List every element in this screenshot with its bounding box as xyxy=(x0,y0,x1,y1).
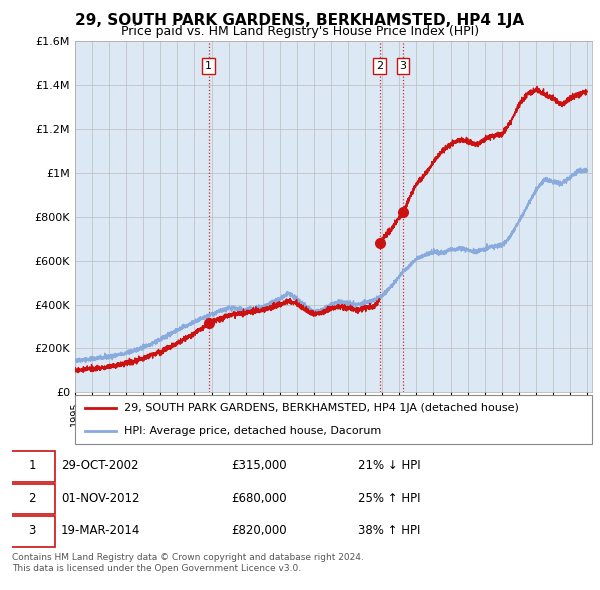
FancyBboxPatch shape xyxy=(9,516,55,547)
Text: Contains HM Land Registry data © Crown copyright and database right 2024.
This d: Contains HM Land Registry data © Crown c… xyxy=(12,553,364,573)
Text: 29, SOUTH PARK GARDENS, BERKHAMSTED, HP4 1JA: 29, SOUTH PARK GARDENS, BERKHAMSTED, HP4… xyxy=(76,13,524,28)
Text: 3: 3 xyxy=(400,61,407,71)
Text: 3: 3 xyxy=(28,524,36,537)
Text: 2: 2 xyxy=(376,61,383,71)
Text: 38% ↑ HPI: 38% ↑ HPI xyxy=(358,524,420,537)
Text: 01-NOV-2012: 01-NOV-2012 xyxy=(61,491,139,504)
Text: 21% ↓ HPI: 21% ↓ HPI xyxy=(358,459,420,472)
Text: £680,000: £680,000 xyxy=(231,491,287,504)
FancyBboxPatch shape xyxy=(9,484,55,514)
Text: 1: 1 xyxy=(205,61,212,71)
Text: Price paid vs. HM Land Registry's House Price Index (HPI): Price paid vs. HM Land Registry's House … xyxy=(121,25,479,38)
FancyBboxPatch shape xyxy=(9,451,55,482)
Text: £820,000: £820,000 xyxy=(231,524,287,537)
Text: 2: 2 xyxy=(28,491,36,504)
Text: 29, SOUTH PARK GARDENS, BERKHAMSTED, HP4 1JA (detached house): 29, SOUTH PARK GARDENS, BERKHAMSTED, HP4… xyxy=(124,404,519,414)
Text: 1: 1 xyxy=(28,459,36,472)
Text: £315,000: £315,000 xyxy=(231,459,287,472)
Text: 29-OCT-2002: 29-OCT-2002 xyxy=(61,459,139,472)
Text: 19-MAR-2014: 19-MAR-2014 xyxy=(61,524,140,537)
Text: HPI: Average price, detached house, Dacorum: HPI: Average price, detached house, Daco… xyxy=(124,425,382,435)
Text: 25% ↑ HPI: 25% ↑ HPI xyxy=(358,491,420,504)
FancyBboxPatch shape xyxy=(75,395,592,444)
